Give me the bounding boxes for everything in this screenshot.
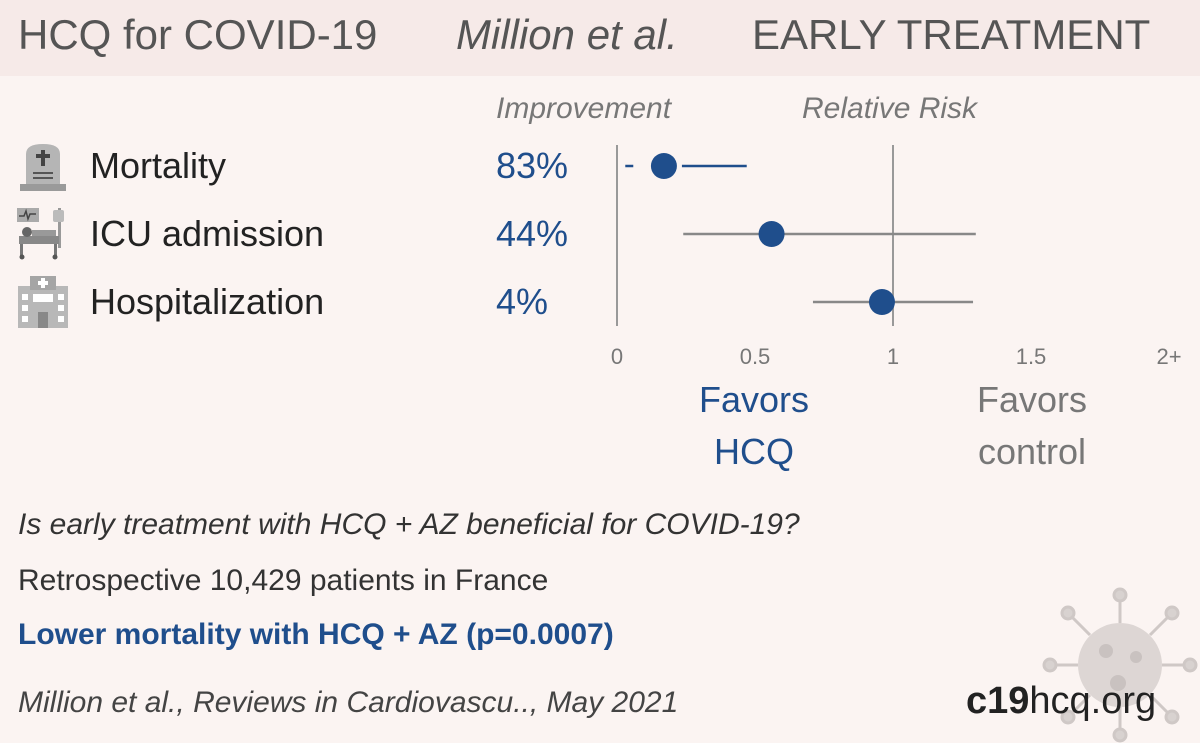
rr-point — [758, 221, 785, 247]
improvement-icu: 44% — [496, 213, 569, 254]
study-question: Is early treatment with HCQ + AZ benefic… — [18, 508, 800, 541]
site-logo-rest: hcq.org — [1029, 680, 1157, 722]
favors-hcq-line1: Favors — [698, 379, 810, 420]
favors-hcq-label: Favors HCQ — [654, 374, 854, 478]
forest-plot: 0 0.5 1 1.5 2+ — [611, 145, 1182, 369]
virus-icon — [1042, 587, 1198, 743]
improvement-hospitalization: 4% — [496, 281, 549, 322]
improvement-mortality: 83% — [496, 145, 569, 186]
outcome-label-icu: ICU admission — [90, 213, 325, 254]
study-result: Lower mortality with HCQ + AZ (p=0.0007) — [18, 618, 614, 651]
page-title: HCQ for COVID-19 — [18, 11, 378, 58]
rr-point — [650, 153, 677, 179]
x-tick-label: 1.5 — [1016, 344, 1047, 369]
tombstone-icon — [20, 144, 66, 191]
site-logo[interactable]: c19hcq.org — [966, 680, 1156, 723]
x-tick-label: 0.5 — [740, 344, 771, 369]
favors-control-line1: Favors — [976, 379, 1088, 420]
improvement-header: Improvement — [496, 92, 672, 125]
header-bar: HCQ for COVID-19 Million et al. EARLY TR… — [0, 0, 1200, 76]
rr-point — [868, 289, 895, 315]
favors-control-line2: control — [977, 431, 1087, 472]
citation: Million et al., Reviews in Cardiovascu..… — [18, 686, 679, 719]
favors-hcq-line2: HCQ — [714, 431, 794, 472]
x-tick-label: 2+ — [1156, 344, 1181, 369]
x-tick-label: 0 — [611, 344, 623, 369]
hospital-icon — [18, 276, 68, 328]
study-name: Million et al. — [456, 11, 678, 58]
x-tick-label: 1 — [887, 344, 899, 369]
study-details: Retrospective 10,429 patients in France — [18, 564, 549, 597]
outcome-label-hospitalization: Hospitalization — [90, 281, 325, 322]
treatment-stage: EARLY TREATMENT — [752, 11, 1151, 58]
site-logo-bold: c19 — [966, 680, 1030, 722]
outcome-label-mortality: Mortality — [90, 145, 227, 186]
relative-risk-header: Relative Risk — [802, 92, 978, 125]
icu-bed-icon — [17, 208, 64, 260]
favors-control-label: Favors control — [932, 374, 1132, 478]
